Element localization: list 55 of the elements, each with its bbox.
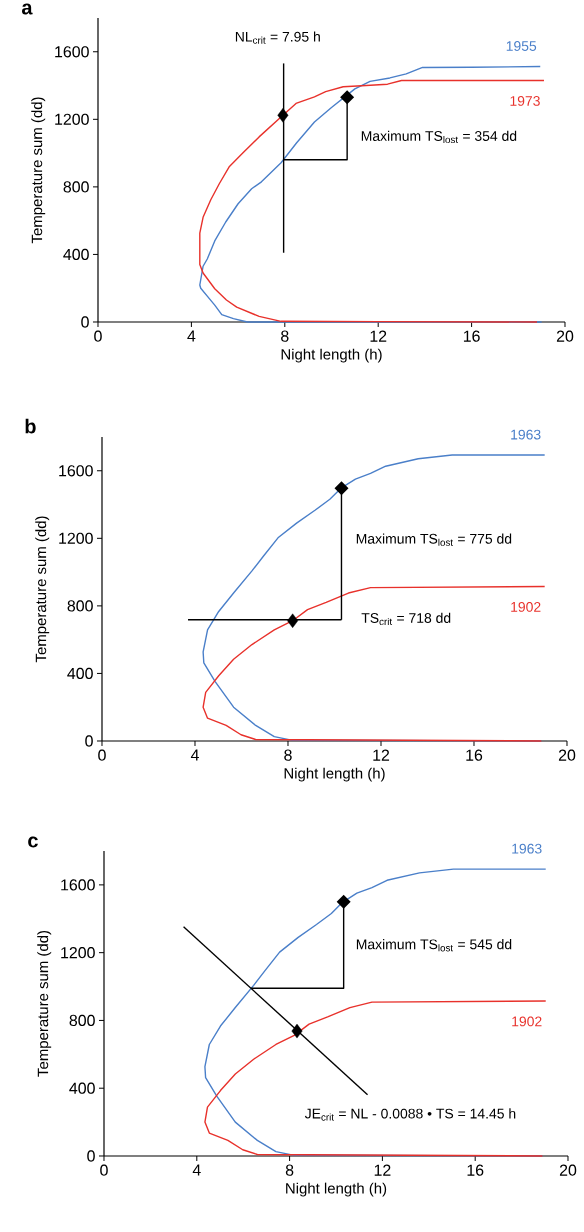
x-tick-label: 12 <box>374 1164 391 1176</box>
y-tick-label: 800 <box>67 600 93 612</box>
y-tick-label: 0 <box>87 1150 95 1162</box>
x-tick-label: 20 <box>558 749 576 761</box>
annotation: Maximum TS$_{lost}$ = 545 dd <box>356 939 512 952</box>
y-axis-title: Temperature sum (dd) <box>35 516 50 663</box>
annotation: JE$_{crit}$ = NL - 0.0088 • TS = 14.45 h <box>304 1108 516 1121</box>
chart-title: b <box>25 418 36 434</box>
chart-title: c <box>28 836 38 848</box>
y-tick-label: 1600 <box>59 465 93 477</box>
y-axis-title: Temperature sum (dd) <box>37 930 52 1077</box>
x-axis-title: Night length (h) <box>284 767 385 782</box>
y-tick-label: 800 <box>63 181 89 193</box>
series-label: 1902 <box>512 1016 542 1027</box>
annotation: Maximum TS$_{lost}$ = 354 dd <box>361 130 517 144</box>
x-tick-label: 8 <box>285 1164 294 1176</box>
series-label: 1955 <box>506 41 537 51</box>
series-label: 1973 <box>510 95 540 106</box>
y-tick-label: 400 <box>69 1082 95 1094</box>
y-tick-label: 800 <box>69 1014 95 1027</box>
annotation: TS$_{crit}$ = 718 dd <box>361 612 451 626</box>
y-axis-title: Temperature sum (dd) <box>31 97 46 244</box>
line-series <box>202 585 546 742</box>
x-tick-label: 12 <box>373 749 390 761</box>
x-tick-label: 4 <box>190 749 199 761</box>
x-tick-label: 16 <box>466 749 483 761</box>
y-tick-label: 0 <box>81 316 89 328</box>
annotation: Maximum TS$_{lost}$ = 775 dd <box>356 533 512 546</box>
x-tick-label: 8 <box>281 330 289 342</box>
line-series <box>204 1000 547 1157</box>
series-label: 1963 <box>511 429 541 440</box>
x-tick-label: 0 <box>98 749 106 761</box>
y-tick-label: 400 <box>67 667 93 680</box>
x-tick-label: 0 <box>100 1164 108 1176</box>
y-tick-label: 400 <box>63 248 89 261</box>
x-tick-label: 16 <box>467 1164 484 1176</box>
x-tick-label: 4 <box>187 330 196 342</box>
y-tick-label: 1200 <box>59 532 93 544</box>
series-label: 1902 <box>511 601 541 612</box>
series-label: 1963 <box>512 843 542 854</box>
x-tick-label: 12 <box>370 330 387 342</box>
x-axis-title: Night length (h) <box>281 348 382 363</box>
y-tick-label: 1600 <box>55 46 89 58</box>
y-tick-label: 1600 <box>61 879 95 891</box>
y-tick-label: 1200 <box>61 947 95 959</box>
x-tick-label: 4 <box>192 1164 201 1176</box>
x-tick-label: 20 <box>556 330 574 342</box>
x-axis-title: Night length (h) <box>286 1182 387 1197</box>
x-tick-label: 8 <box>284 749 292 761</box>
x-tick-label: 16 <box>463 330 480 342</box>
chart-title: a <box>21 3 33 15</box>
x-tick-label: 20 <box>559 1164 577 1176</box>
y-tick-label: 1200 <box>55 113 89 125</box>
annotation: NL$_{crit}$ = 7.95 h <box>235 31 320 44</box>
y-tick-label: 0 <box>85 735 93 747</box>
